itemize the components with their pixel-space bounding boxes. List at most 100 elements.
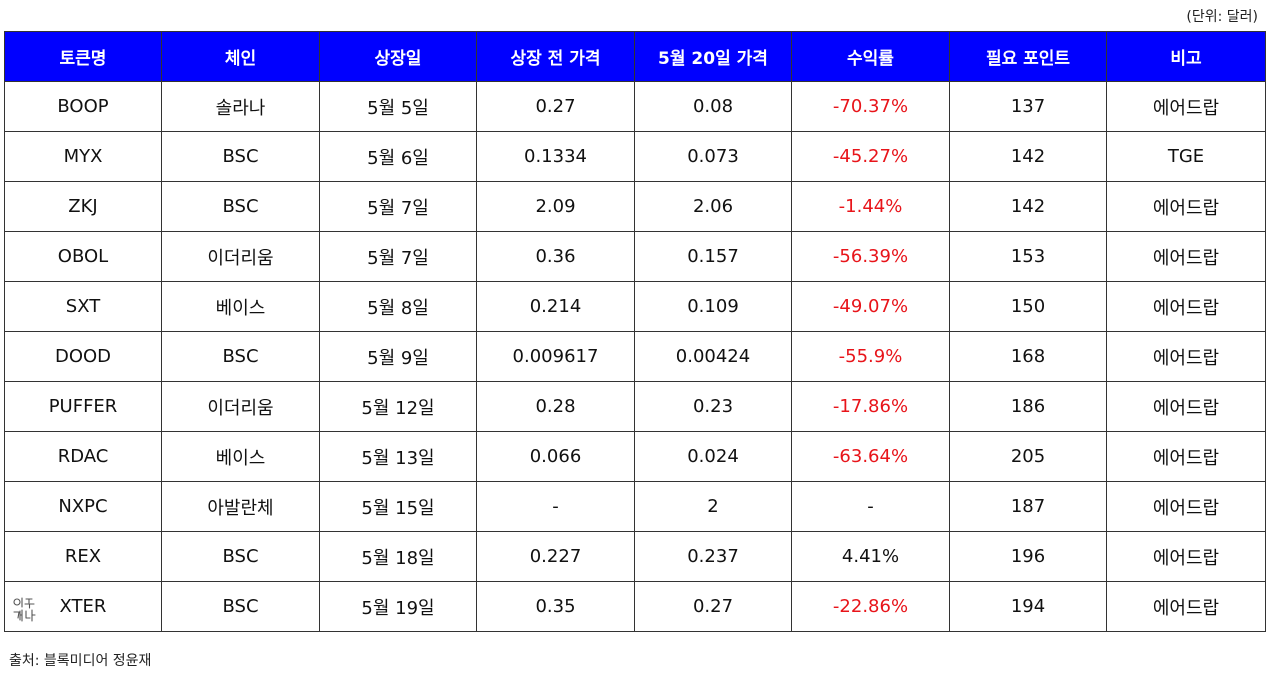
table-row: MYX BSC 5월 6일 0.1334 0.073 -45.27% 142 TGE	[4, 131, 1266, 182]
cell-chain: BSC	[161, 331, 320, 382]
cell-listing-date: 5월 13일	[319, 431, 477, 482]
cell-pre-price: 0.227	[476, 531, 635, 582]
cell-chain: 베이스	[161, 431, 320, 482]
cell-note: 에어드랍	[1106, 431, 1266, 482]
cell-points: 142	[949, 181, 1107, 232]
cell-note: 에어드랍	[1106, 531, 1266, 582]
cell-pre-price: 0.214	[476, 281, 635, 332]
table-body: BOOP 솔라나 5월 5일 0.27 0.08 -70.37% 137 에어드랍 MYX BSC…	[4, 81, 1266, 632]
cell-return: -56.39%	[791, 231, 950, 282]
cell-pre-price: 0.28	[476, 381, 635, 432]
cell-points: 186	[949, 381, 1107, 432]
cell-return: -17.86%	[791, 381, 950, 432]
cell-pre-price: 0.36	[476, 231, 635, 282]
cell-return: -1.44%	[791, 181, 950, 232]
cell-return: 4.41%	[791, 531, 950, 582]
cell-points: 168	[949, 331, 1107, 382]
cell-listing-date: 5월 12일	[319, 381, 477, 432]
cell-points: 137	[949, 81, 1107, 132]
cell-points: 142	[949, 131, 1107, 182]
header-return: 수익률	[791, 31, 950, 82]
header-listing-date: 상장일	[319, 31, 477, 82]
cell-chain: 베이스	[161, 281, 320, 332]
cell-note: 에어드랍	[1106, 381, 1266, 432]
cell-may20-price: 0.23	[634, 381, 792, 432]
cell-listing-date: 5월 7일	[319, 231, 477, 282]
cell-token: RDAC	[4, 431, 162, 482]
cell-points: 153	[949, 231, 1107, 282]
cell-may20-price: 0.08	[634, 81, 792, 132]
cell-listing-date: 5월 6일	[319, 131, 477, 182]
cell-token: SXT	[4, 281, 162, 332]
cell-pre-price: 0.35	[476, 581, 635, 632]
cell-chain: BSC	[161, 131, 320, 182]
header-note: 비고	[1106, 31, 1266, 82]
cell-token: NXPC	[4, 481, 162, 532]
cell-may20-price: 0.157	[634, 231, 792, 282]
cell-points: 194	[949, 581, 1107, 632]
table-row: DOOD BSC 5월 9일 0.009617 0.00424 -55.9% 168 에어드랍	[4, 331, 1266, 382]
cell-return: -63.64%	[791, 431, 950, 482]
cell-may20-price: 2.06	[634, 181, 792, 232]
cell-note: 에어드랍	[1106, 231, 1266, 282]
cell-points: 205	[949, 431, 1107, 482]
cell-return: -70.37%	[791, 81, 950, 132]
cell-points: 196	[949, 531, 1107, 582]
cell-may20-price: 0.024	[634, 431, 792, 482]
cell-note: 에어드랍	[1106, 481, 1266, 532]
cell-token: PUFFER	[4, 381, 162, 432]
cell-token: MYX	[4, 131, 162, 182]
cell-token: XTER	[4, 581, 162, 632]
cell-may20-price: 0.073	[634, 131, 792, 182]
table-row: BOOP 솔라나 5월 5일 0.27 0.08 -70.37% 137 에어드랍	[4, 81, 1266, 132]
cell-chain: 이더리움	[161, 381, 320, 432]
cell-chain: BSC	[161, 181, 320, 232]
table-row: RDAC 베이스 5월 13일 0.066 0.024 -63.64% 205 에어드랍	[4, 431, 1266, 482]
watermark-signature	[13, 597, 36, 622]
cell-token: ZKJ	[4, 181, 162, 232]
header-points: 필요 포인트	[949, 31, 1107, 82]
cell-listing-date: 5월 7일	[319, 181, 477, 232]
header-row: 토큰명 체인 상장일 상장 전 가격 5월 20일 가격 수익률 필요 포인트 …	[4, 31, 1266, 82]
table-row: XTER BSC 5월 19일 0.35 0.27 -22.86% 194 에어드랍	[4, 581, 1266, 632]
table-row: ZKJ BSC 5월 7일 2.09 2.06 -1.44% 142 에어드랍	[4, 181, 1266, 232]
cell-pre-price: 0.009617	[476, 331, 635, 382]
cell-may20-price: 0.00424	[634, 331, 792, 382]
table-row: OBOL 이더리움 5월 7일 0.36 0.157 -56.39% 153 에어드랍	[4, 231, 1266, 282]
table-row: PUFFER 이더리움 5월 12일 0.28 0.23 -17.86% 186 에어드랍	[4, 381, 1266, 432]
table-header: 토큰명 체인 상장일 상장 전 가격 5월 20일 가격 수익률 필요 포인트 …	[4, 31, 1266, 82]
cell-token: REX	[4, 531, 162, 582]
cell-may20-price: 2	[634, 481, 792, 532]
cell-note: 에어드랍	[1106, 581, 1266, 632]
cell-listing-date: 5월 18일	[319, 531, 477, 582]
cell-may20-price: 0.109	[634, 281, 792, 332]
cell-return: -49.07%	[791, 281, 950, 332]
cell-token: DOOD	[4, 331, 162, 382]
source-note: 출처: 블록미디어 정윤재	[9, 653, 152, 669]
cell-return: -45.27%	[791, 131, 950, 182]
cell-may20-price: 0.237	[634, 531, 792, 582]
cell-pre-price: 0.1334	[476, 131, 635, 182]
table-row: NXPC 아발란체 5월 15일 -2-187 에어드랍	[4, 481, 1266, 532]
cell-note: 에어드랍	[1106, 281, 1266, 332]
cell-token: OBOL	[4, 231, 162, 282]
cell-pre-price: -	[476, 481, 635, 532]
cell-points: 150	[949, 281, 1107, 332]
cell-note: 에어드랍	[1106, 181, 1266, 232]
cell-pre-price: 0.27	[476, 81, 635, 132]
cell-chain: 이더리움	[161, 231, 320, 282]
header-may20-price: 5월 20일 가격	[634, 31, 792, 82]
token-listing-table: 토큰명 체인 상장일 상장 전 가격 5월 20일 가격 수익률 필요 포인트 …	[4, 31, 1266, 632]
cell-token: BOOP	[4, 81, 162, 132]
cell-note: 에어드랍	[1106, 81, 1266, 132]
header-pre-price: 상장 전 가격	[476, 31, 635, 82]
cell-pre-price: 2.09	[476, 181, 635, 232]
header-chain: 체인	[161, 31, 320, 82]
cell-listing-date: 5월 8일	[319, 281, 477, 332]
table-row: SXT 베이스 5월 8일 0.214 0.109 -49.07% 150 에어드랍	[4, 281, 1266, 332]
cell-chain: 솔라나	[161, 81, 320, 132]
cell-chain: 아발란체	[161, 481, 320, 532]
cell-chain: BSC	[161, 581, 320, 632]
unit-note: (단위: 달러)	[1186, 9, 1258, 25]
cell-listing-date: 5월 15일	[319, 481, 477, 532]
